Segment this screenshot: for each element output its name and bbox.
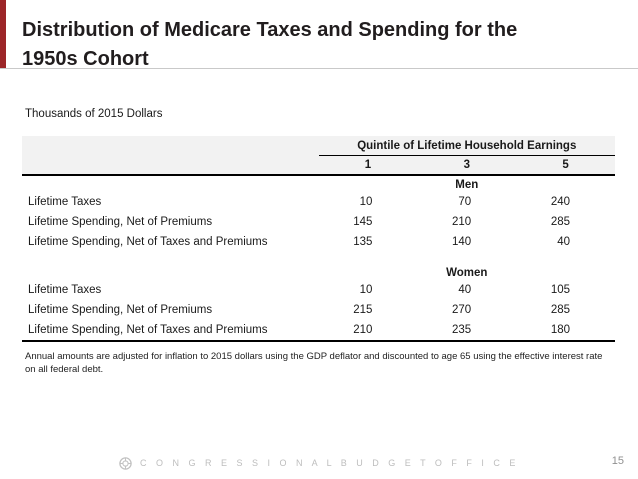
cell-value: 135 <box>353 236 373 248</box>
table-row: Lifetime Spending, Net of Taxes and Prem… <box>22 232 615 252</box>
row-label: Lifetime Spending, Net of Premiums <box>28 216 213 228</box>
row-label: Lifetime Taxes <box>28 196 102 208</box>
row-label: Lifetime Taxes <box>28 284 102 296</box>
row-label: Lifetime Spending, Net of Taxes and Prem… <box>28 324 268 336</box>
cell-value: 235 <box>451 324 472 336</box>
units-label: Thousands of 2015 Dollars <box>25 108 163 120</box>
column-header-q3: 3 <box>417 155 517 176</box>
cell-value: 10 <box>359 196 373 208</box>
cell-value: 240 <box>550 196 570 208</box>
footer: C O N G R E S S I O N A L B U D G E T O … <box>0 455 638 471</box>
footnote: Annual amounts are adjusted for inflatio… <box>25 351 603 375</box>
cell-value: 285 <box>550 304 570 316</box>
cbo-seal-icon <box>119 456 132 470</box>
row-label: Lifetime Spending, Net of Premiums <box>28 304 213 316</box>
section-title: Women <box>446 267 488 279</box>
cell-value: 105 <box>550 284 570 296</box>
empty-header-cell <box>22 136 319 156</box>
column-header-row: 1 3 5 <box>22 155 615 176</box>
table-row: Lifetime Taxes 10 40 105 <box>22 280 615 300</box>
medicare-table-container: Quintile of Lifetime Household Earnings … <box>22 136 615 342</box>
table-header: Quintile of Lifetime Household Earnings … <box>22 136 615 176</box>
cell-value: 40 <box>557 236 570 248</box>
quintile-group-header: Quintile of Lifetime Household Earnings <box>318 136 615 156</box>
cell-value: 10 <box>359 284 373 296</box>
cell-value: 285 <box>550 216 570 228</box>
page-number: 15 <box>611 455 624 467</box>
title-divider <box>0 68 638 69</box>
cell-value: 70 <box>458 196 472 208</box>
section-spacer <box>22 252 615 264</box>
column-header-q1: 1 <box>318 155 418 176</box>
title-accent-bar <box>0 0 6 68</box>
empty-header-cell <box>22 155 319 176</box>
footer-org-name: C O N G R E S S I O N A L B U D G E T O … <box>140 458 519 468</box>
table-row: Lifetime Spending, Net of Premiums 215 2… <box>22 300 615 320</box>
section-header-men: Men <box>22 175 615 192</box>
slide-title: Distribution of Medicare Taxes and Spend… <box>22 19 518 71</box>
group-header-row: Quintile of Lifetime Household Earnings <box>22 136 615 156</box>
cell-value: 40 <box>458 284 472 296</box>
table-row: Lifetime Taxes 10 70 240 <box>22 192 615 212</box>
cell-value: 140 <box>451 236 472 248</box>
medicare-table: Quintile of Lifetime Household Earnings … <box>22 136 615 342</box>
section-header-women: Women <box>22 264 615 280</box>
table-row: Lifetime Spending, Net of Premiums 145 2… <box>22 212 615 232</box>
table-row: Lifetime Spending, Net of Taxes and Prem… <box>22 320 615 341</box>
cell-value: 270 <box>451 304 472 316</box>
cell-value: 210 <box>353 324 373 336</box>
column-header-q5: 5 <box>516 155 615 176</box>
section-title: Men <box>455 179 479 191</box>
cell-value: 210 <box>451 216 472 228</box>
cell-value: 145 <box>353 216 373 228</box>
row-label: Lifetime Spending, Net of Taxes and Prem… <box>28 236 268 248</box>
cell-value: 215 <box>353 304 373 316</box>
cell-value: 180 <box>550 324 570 336</box>
